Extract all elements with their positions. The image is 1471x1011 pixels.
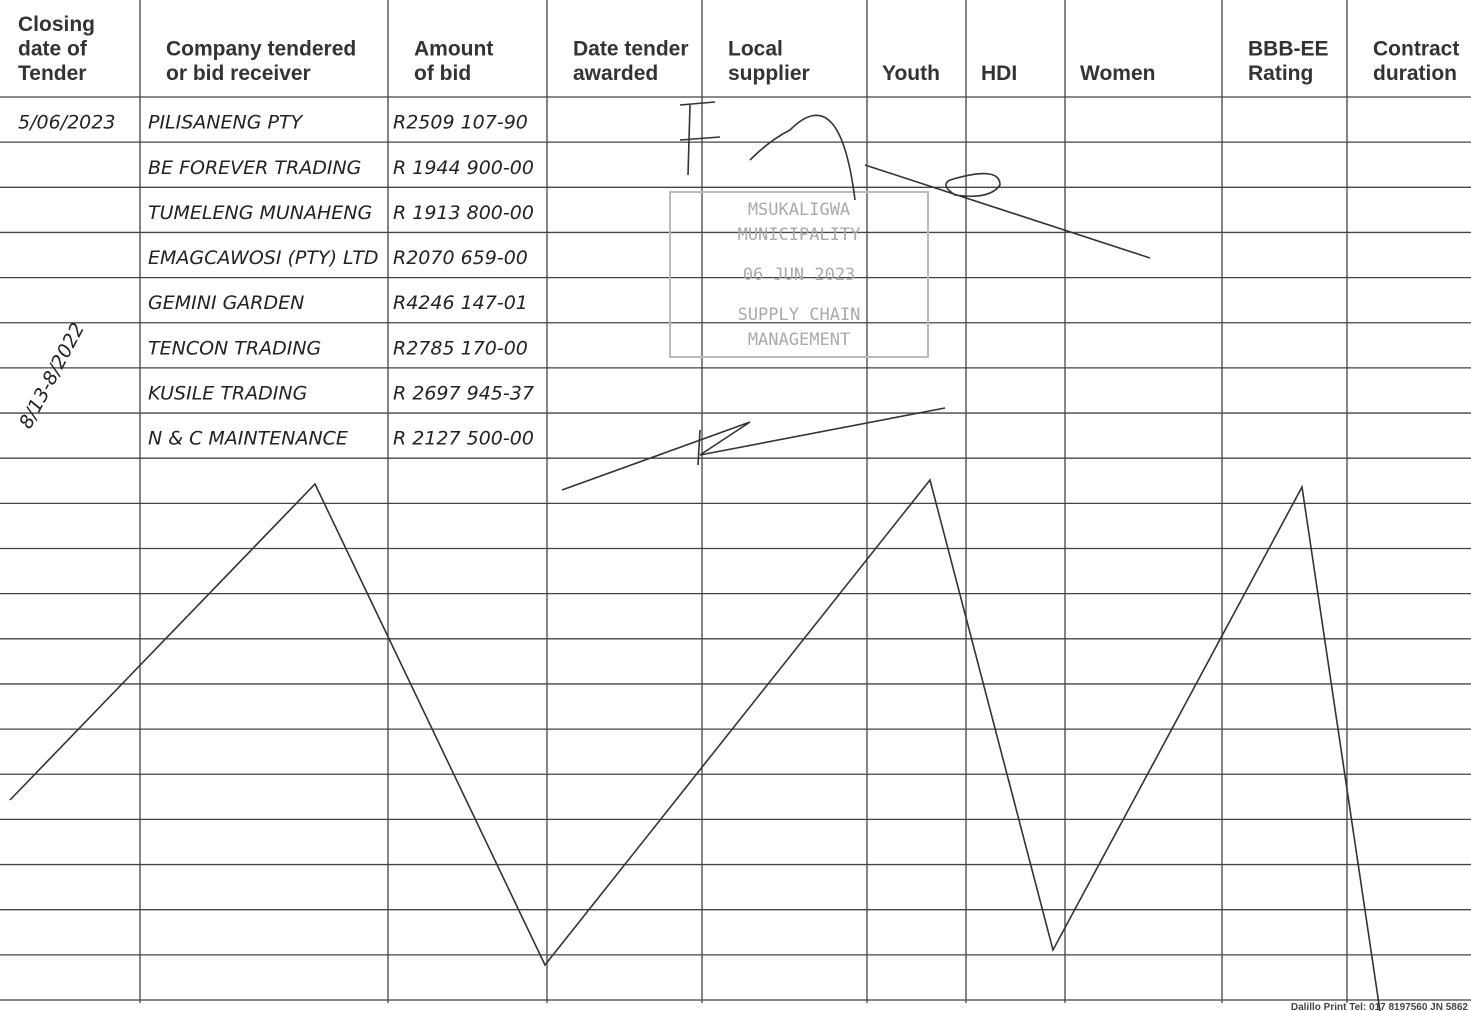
column-header: Local xyxy=(728,38,783,61)
bid-amount: R2785 170-00 xyxy=(393,337,528,359)
column-header: Amount xyxy=(414,38,493,61)
column-header: duration xyxy=(1373,62,1457,85)
company-name: PILISANENG PTY xyxy=(148,112,304,134)
company-name: BE FOREVER TRADING xyxy=(148,157,361,179)
column-header: Youth xyxy=(882,62,940,85)
column-header: BBB-EE xyxy=(1248,38,1329,61)
bid-amount: R 2127 500-00 xyxy=(393,428,534,450)
column-header: Company tendered xyxy=(166,38,356,61)
bid-amount: R4246 147-01 xyxy=(393,292,528,314)
side-annotation: 8/13-8/2022 xyxy=(15,319,89,432)
stamp: MSUKALIGWA MUNICIPALITY 06 JUN 2023 SUPPLY … xyxy=(669,191,929,358)
column-header: Date tender xyxy=(573,38,689,61)
column-header: supplier xyxy=(728,62,810,85)
column-header: awarded xyxy=(573,62,658,85)
bid-amount: R2070 659-00 xyxy=(393,247,528,269)
scribbles xyxy=(9,101,1381,1011)
stamp-border xyxy=(669,191,929,358)
column-header: Rating xyxy=(1248,62,1313,85)
stamp-line: SUPPLY CHAIN xyxy=(738,305,861,325)
footer: Dalillo Print Tel: 017 8197560 JN 5862 xyxy=(1291,1002,1469,1011)
company-name: TUMELENG MUNAHENG xyxy=(148,202,372,224)
stamp-line: 06 JUN 2023 xyxy=(743,265,856,285)
column-header: HDI xyxy=(981,62,1017,85)
company-name: N & C MAINTENANCE xyxy=(148,428,348,450)
bid-amount: R 1913 800-00 xyxy=(393,202,534,224)
company-name: TENCON TRADING xyxy=(148,337,321,359)
column-header: Closing xyxy=(18,13,95,36)
column-header: Women xyxy=(1080,62,1155,85)
company-name: EMAGCAWOSI (PTY) LTD xyxy=(148,247,379,269)
column-header: or bid receiver xyxy=(166,62,311,85)
closing-date: 5/06/2023 xyxy=(18,112,115,134)
column-header: date of xyxy=(18,38,88,61)
stamp-line: MANAGEMENT xyxy=(748,330,850,350)
column-header: of bid xyxy=(414,62,471,85)
company-name: KUSILE TRADING xyxy=(148,383,307,405)
bid-amount: R 1944 900-00 xyxy=(393,157,534,179)
bid-amount: R 2697 945-37 xyxy=(393,383,534,405)
stamp-line: MUNICIPALITY xyxy=(738,225,861,245)
stamp-line: MSUKALIGWA xyxy=(748,200,850,220)
bid-amount: R2509 107-90 xyxy=(393,112,528,134)
column-header: Tender xyxy=(18,62,86,85)
column-header: Contract xyxy=(1373,38,1459,61)
company-name: GEMINI GARDEN xyxy=(148,292,304,314)
